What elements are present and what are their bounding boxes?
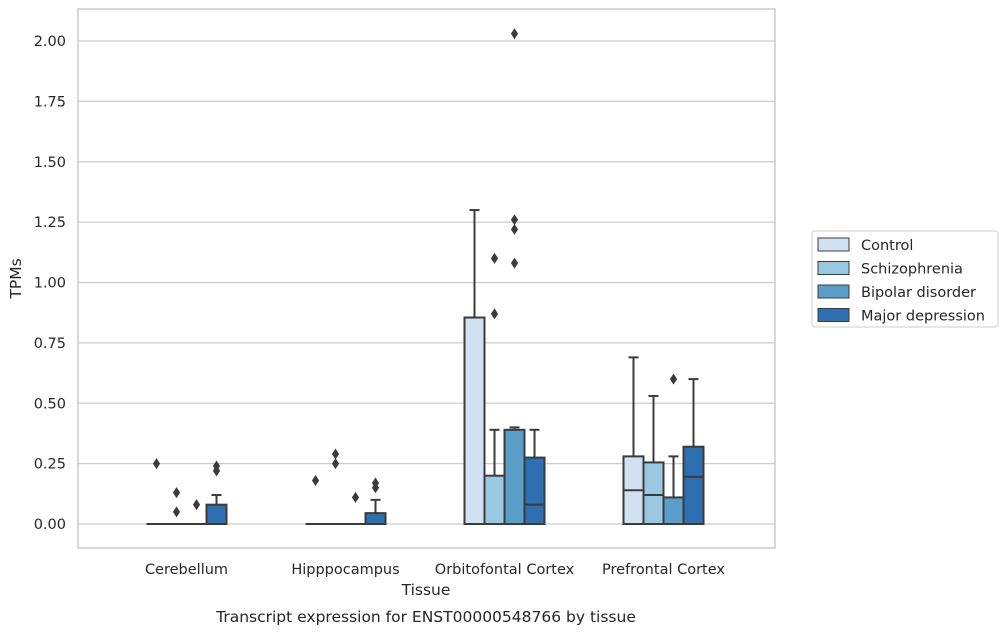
box-body [463, 316, 486, 525]
y-axis-label: TPMs [7, 258, 25, 299]
y-tick-label: 1.50 [34, 155, 66, 171]
box-body [483, 474, 506, 526]
outlier-point [490, 252, 499, 264]
y-tick-label: 0.75 [34, 336, 66, 352]
y-tick-label: 0.00 [34, 517, 66, 533]
outlier-point [172, 487, 181, 499]
plot-area-frame [77, 8, 776, 549]
outlier-point [351, 491, 360, 503]
y-tick-label: 0.50 [34, 396, 66, 412]
x-tick-labels: Cerebellum Hipppocampus Orbitofontal Corte… [145, 562, 725, 578]
outlier-point [371, 477, 380, 489]
series-control [146, 209, 645, 526]
legend-swatch [817, 261, 850, 275]
box-major-depression-0 [205, 460, 228, 525]
outlier-point [490, 308, 499, 320]
x-axis-label: Tissue [401, 581, 451, 599]
outlier-point [311, 475, 320, 487]
legend-swatch [817, 237, 850, 252]
box-major-depression-1 [364, 477, 387, 526]
outlier-point [669, 373, 678, 385]
outlier-point [331, 448, 340, 460]
legend: Control Schizophrenia Bipolar disorder Majo… [811, 230, 999, 328]
x-tick-label: Orbitofontal Cortex [435, 562, 575, 578]
box-control-0 [146, 458, 167, 525]
legend-item: Major depression [817, 308, 985, 325]
box-major-depression-3 [682, 378, 705, 525]
legend-item: Control [817, 237, 913, 254]
y-tick-label: 0.25 [34, 457, 66, 473]
series-major-depression [205, 378, 705, 526]
box-schizophrenia-3 [642, 395, 665, 526]
legend-swatch [817, 284, 850, 299]
outlier-point [152, 458, 161, 470]
legend-label: Bipolar disorder [861, 285, 976, 301]
box-body [364, 512, 387, 526]
outlier-point [172, 506, 181, 518]
box-series [146, 28, 705, 526]
outlier-point [212, 460, 221, 472]
box-bipolar-disorder-3 [662, 373, 685, 525]
legend-label: Control [861, 238, 913, 254]
x-tick-label: Cerebellum [145, 562, 228, 578]
box-schizophrenia-0 [166, 487, 187, 525]
box-schizophrenia-1 [325, 448, 346, 525]
box-body [523, 456, 546, 525]
outlier-point [510, 28, 519, 40]
y-tick-label: 1.75 [34, 94, 66, 110]
outlier-point [510, 214, 519, 226]
legend-label: Schizophrenia [861, 262, 963, 278]
legend-item: Schizophrenia [817, 261, 963, 278]
box-schizophrenia-2 [483, 252, 506, 526]
box-control-2 [463, 209, 486, 525]
box-bipolar-disorder-1 [345, 491, 366, 525]
y-tick-label: 1.00 [34, 276, 66, 292]
series-bipolar-disorder [186, 28, 685, 525]
x-tick-label: Hipppocampus [291, 562, 399, 578]
box-control-3 [622, 356, 645, 526]
outlier-point [510, 223, 519, 235]
legend-item: Bipolar disorder [817, 284, 976, 301]
box-bipolar-disorder-0 [186, 499, 207, 525]
box-body [682, 445, 705, 525]
outlier-point [510, 257, 519, 269]
legend-frame [811, 230, 999, 328]
y-tick-label: 1.25 [34, 215, 66, 231]
box-body [205, 503, 228, 525]
box-control-1 [305, 475, 326, 525]
x-tick-label: Prefrontal Cortex [602, 562, 725, 578]
series-schizophrenia [166, 252, 665, 526]
box-body [503, 428, 526, 525]
box-body [662, 496, 685, 525]
box-body [642, 461, 665, 526]
y-tick-label: 2.00 [34, 34, 66, 50]
legend-swatch [817, 308, 850, 322]
y-tick-labels: 0.00 0.25 0.50 0.75 1.00 1.25 1.50 1.75 2.00 [34, 34, 66, 533]
outlier-point [331, 458, 340, 470]
outlier-point [192, 499, 201, 511]
legend-label: Major depression [861, 309, 985, 325]
y-grid [78, 40, 775, 525]
box-major-depression-2 [523, 428, 546, 525]
box-bipolar-disorder-2 [503, 28, 526, 525]
chart-caption: Transcript expression for ENST0000054876… [215, 608, 636, 626]
